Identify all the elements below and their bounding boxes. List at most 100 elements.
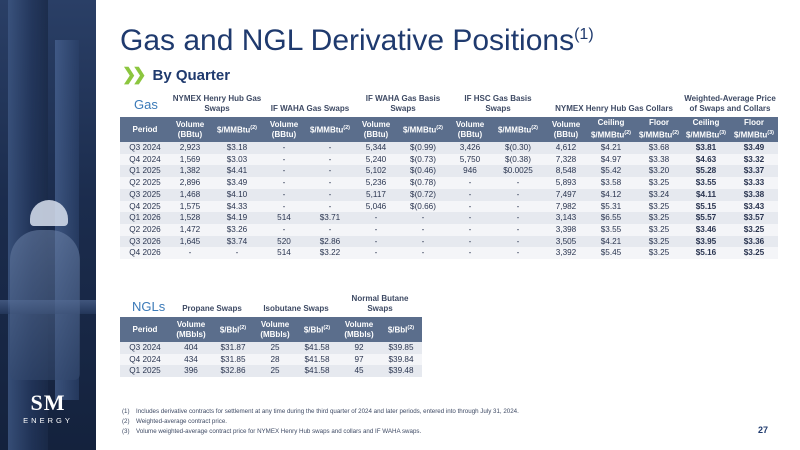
value-cell: $3.74 — [210, 235, 264, 248]
value-cell: 5,046 — [356, 200, 396, 213]
period-cell: Q4 2024 — [120, 353, 170, 366]
period-cell: Q1 2025 — [120, 365, 170, 378]
value-cell: 5,893 — [546, 177, 586, 189]
group-header: IF WAHA Gas Swaps — [270, 104, 350, 113]
value-cell: 97 — [338, 353, 380, 366]
gas-group-header-row: NYMEX Henry Hub Gas Swaps IF WAHA Gas Sw… — [120, 94, 778, 117]
value-cell: - — [396, 235, 450, 248]
value-cell: 3,143 — [546, 212, 586, 224]
column-header-volume: Volume (BBtu) — [170, 117, 210, 142]
value-cell: - — [356, 223, 396, 236]
column-header-price: $/Bbl(2) — [380, 317, 422, 342]
period-cell: Q4 2025 — [120, 200, 170, 213]
column-header-ceiling: Ceiling $/MMBtu(2) — [586, 117, 636, 142]
value-cell: - — [450, 177, 490, 189]
table-row: Q1 2025 396 $32.86 25 $41.58 45 $39.48 — [120, 365, 422, 378]
group-header: Isobutane Swaps — [263, 304, 329, 313]
value-cell: - — [450, 235, 490, 248]
value-cell: 2,896 — [170, 177, 210, 189]
value-cell: - — [304, 177, 356, 189]
worker-helmet-shape — [30, 200, 68, 226]
value-cell: 28 — [254, 353, 296, 366]
value-cell: $39.48 — [380, 365, 422, 378]
table-row: Q2 2026 1,472 $3.26- - - - - -3,398 $3.55 $3.25 $3… — [120, 223, 778, 236]
value-cell: 3,398 — [546, 223, 586, 236]
value-cell: - — [450, 200, 490, 213]
value-cell: - — [396, 223, 450, 236]
value-cell: - — [264, 223, 304, 236]
value-cell: 514 — [264, 212, 304, 224]
value-cell: - — [490, 223, 546, 236]
value-cell: $2.86 — [304, 235, 356, 248]
column-header-floor: Floor $/MMBtu(2) — [636, 117, 682, 142]
value-cell: $31.85 — [212, 353, 254, 366]
column-header-period: Period — [120, 117, 170, 142]
value-cell: - — [396, 247, 450, 260]
value-cell: 3,505 — [546, 235, 586, 248]
value-cell: - — [450, 247, 490, 260]
value-cell: $(0.99) — [396, 142, 450, 154]
value-cell: $3.71 — [304, 212, 356, 224]
value-cell: 514 — [264, 247, 304, 260]
column-header-volume: Volume (BBtu) — [264, 117, 304, 142]
table-row: Q2 2025 2,896 $3.49- -5,236 $(0.78) - -5,893 $3… — [120, 177, 778, 189]
value-cell: $5.28 — [682, 165, 730, 178]
period-cell: Q1 2025 — [120, 165, 170, 178]
footnotes: (1) Includes derivative contracts for set… — [122, 407, 519, 438]
value-cell: $39.85 — [380, 342, 422, 354]
value-cell: - — [264, 177, 304, 189]
value-cell: - — [304, 153, 356, 166]
value-cell: $41.58 — [296, 365, 338, 378]
value-cell: $41.58 — [296, 353, 338, 366]
double-chevron-icon: ❯❯ — [122, 65, 146, 84]
group-header: IF HSC Gas Basis Swaps — [464, 94, 532, 113]
value-cell: $3.25 — [636, 247, 682, 260]
value-cell: 1,468 — [170, 188, 210, 201]
column-header-volume: Volume (BBtu) — [450, 117, 490, 142]
value-cell: $5.31 — [586, 200, 636, 213]
period-cell: Q3 2024 — [120, 142, 170, 154]
table-row: Q3 2024 2,923 $3.18- -5,344 $(0.99) 3,426 $(0.… — [120, 142, 778, 154]
footnote-number: (1) — [122, 408, 130, 415]
value-cell: $3.81 — [682, 142, 730, 154]
page-title: Gas and NGL Derivative Positions(1) — [120, 24, 594, 58]
value-cell: $4.21 — [586, 142, 636, 154]
period-cell: Q3 2026 — [120, 235, 170, 248]
group-header: Weighted-Average Price of Swaps and Coll… — [684, 94, 776, 113]
company-logo: SM ENERGY — [18, 392, 78, 426]
value-cell: $31.87 — [212, 342, 254, 354]
value-cell: $4.21 — [586, 235, 636, 248]
value-cell: - — [304, 165, 356, 178]
page-title-text: Gas and NGL Derivative Positions — [120, 24, 575, 57]
value-cell: $(0.73) — [396, 153, 450, 166]
page-number: 27 — [757, 425, 768, 435]
table-row: Q4 2024 434 $31.85 28 $41.58 97 $39.84 — [120, 353, 422, 366]
value-cell: 25 — [254, 365, 296, 378]
value-cell: - — [490, 212, 546, 224]
value-cell: $6.55 — [586, 212, 636, 224]
value-cell: 396 — [170, 365, 212, 378]
value-cell: 5,344 — [356, 142, 396, 154]
value-cell: $3.68 — [636, 142, 682, 154]
period-cell: Q2 2026 — [120, 223, 170, 236]
value-cell: $5.42 — [586, 165, 636, 178]
value-cell: - — [304, 188, 356, 201]
value-cell: $3.37 — [730, 165, 778, 178]
value-cell: $5.15 — [682, 200, 730, 213]
value-cell: - — [490, 247, 546, 260]
value-cell: 1,569 — [170, 153, 210, 166]
value-cell: $3.24 — [636, 188, 682, 201]
period-cell: Q3 2025 — [120, 188, 170, 201]
value-cell: $3.58 — [586, 177, 636, 189]
period-cell: Q4 2024 — [120, 153, 170, 166]
value-cell: $3.49 — [730, 142, 778, 154]
page-title-footnote: (1) — [574, 26, 594, 43]
value-cell: - — [264, 165, 304, 178]
value-cell: $0.0025 — [490, 165, 546, 178]
value-cell: $3.33 — [730, 177, 778, 189]
value-cell: $3.22 — [304, 247, 356, 260]
value-cell: - — [264, 153, 304, 166]
value-cell: $3.20 — [636, 165, 682, 178]
value-cell: 3,392 — [546, 247, 586, 260]
column-header-price: $/MMBtu(2) — [210, 117, 264, 142]
